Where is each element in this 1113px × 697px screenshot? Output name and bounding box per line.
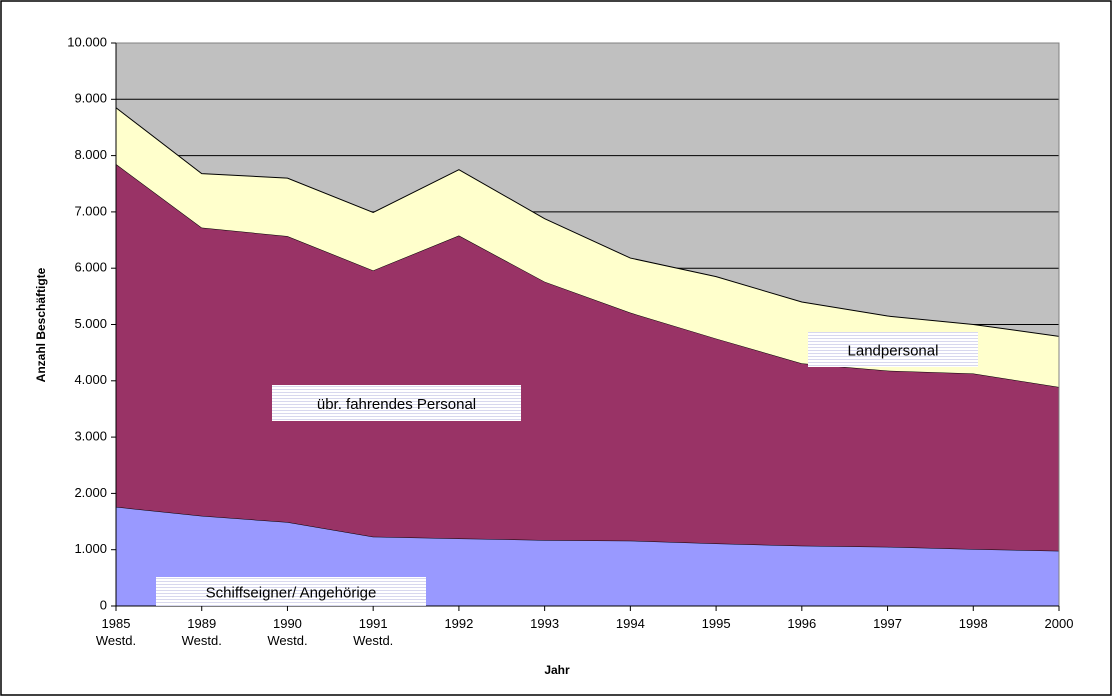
y-tick-label: 6.000	[74, 260, 107, 275]
x-tick-label: 1985 Westd.	[96, 616, 136, 648]
y-tick-label: 8.000	[74, 147, 107, 162]
x-tick-label: 1993	[530, 616, 559, 631]
y-tick-label: 4.000	[74, 372, 107, 387]
x-tick-label: 2000	[1045, 616, 1074, 631]
x-tick-label: 1995	[702, 616, 731, 631]
y-tick-label: 3.000	[74, 429, 107, 444]
x-tick-label: 1989 Westd.	[182, 616, 222, 648]
series-label-box	[156, 577, 426, 606]
y-tick-label: 0	[100, 597, 107, 612]
y-tick-label: 2.000	[74, 485, 107, 500]
series-label: übr. fahrendes Personal	[317, 396, 476, 413]
series-label-box	[808, 332, 978, 367]
area	[116, 164, 1059, 551]
x-tick-label: 1992	[444, 616, 473, 631]
y-axis-label: Anzahl Beschäftigte	[34, 267, 48, 382]
x-tick-label: 1997	[873, 616, 902, 631]
y-tick-label: 9.000	[74, 91, 107, 106]
y-tick-label: 7.000	[74, 203, 107, 218]
x-tick-label: 1991 Westd.	[353, 616, 393, 648]
x-tick-label: 1996	[787, 616, 816, 631]
y-tick-label: 1.000	[74, 541, 107, 556]
area	[116, 107, 1059, 387]
series-label-box	[272, 385, 521, 421]
x-tick-label: 1998	[959, 616, 988, 631]
area-edge	[115, 107, 1060, 337]
x-tick-label: 1994	[616, 616, 645, 631]
y-tick-label: 5.000	[74, 316, 107, 331]
y-tick-label: 10.000	[67, 34, 107, 49]
x-tick-label: 1990 Westd.	[267, 616, 307, 648]
series-label: Landpersonal	[848, 342, 939, 359]
series-label: Schiffseigner/ Angehörige	[206, 584, 377, 601]
x-axis-label: Jahr	[544, 663, 570, 677]
